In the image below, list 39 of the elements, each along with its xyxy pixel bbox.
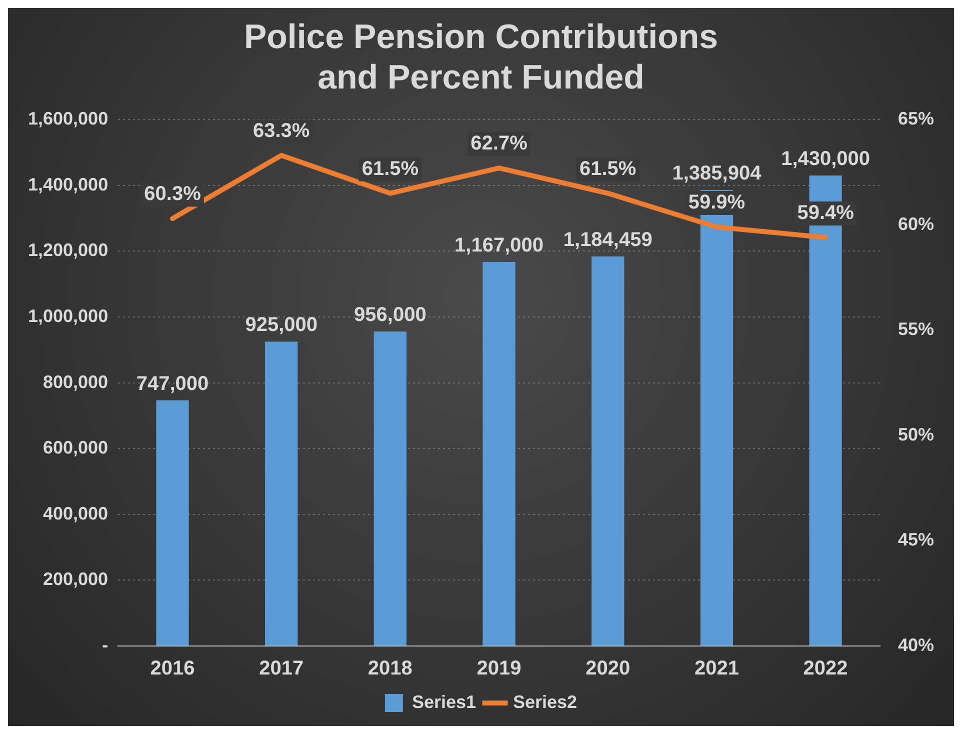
data-label: 1,167,000 xyxy=(454,234,544,257)
y2-tick-label: 60% xyxy=(898,214,934,234)
data-label: 747,000 xyxy=(136,372,209,395)
y-tick-label: 1,000,000 xyxy=(28,306,108,326)
y-tick-label: 800,000 xyxy=(43,372,108,392)
y2-tick-label: 65% xyxy=(898,108,934,129)
y2-tick-label: 40% xyxy=(898,634,934,655)
data-label: 1,385,904 xyxy=(672,162,762,185)
chart-title: Police Pension Contributions and Percent Funded xyxy=(244,18,718,97)
data-label: 1,184,459 xyxy=(563,228,652,251)
legend-label: Series1 xyxy=(412,692,476,712)
data-label: 59.4% xyxy=(797,202,854,224)
legend-label: Series2 xyxy=(513,692,578,712)
data-label: 925,000 xyxy=(245,314,318,336)
x-tick-label: 2022 xyxy=(803,658,848,680)
x-tick-label: 2017 xyxy=(259,658,304,680)
data-label: 1,430,000 xyxy=(781,148,870,170)
y-tick-label: 200,000 xyxy=(43,569,108,590)
data-label: 60.3% xyxy=(144,183,202,206)
data-label: 63.3% xyxy=(252,120,310,142)
y2-tick-label: 45% xyxy=(898,530,934,550)
data-label: 62.7% xyxy=(470,132,528,155)
data-label: 61.5% xyxy=(362,158,419,180)
y-tick-label: 400,000 xyxy=(43,503,108,524)
y2-tick-label: 50% xyxy=(898,424,934,444)
x-tick-label: 2019 xyxy=(476,658,522,680)
y-tick-label: - xyxy=(102,634,108,655)
data-label: 61.5% xyxy=(580,158,636,180)
y-tick-label: 1,600,000 xyxy=(28,108,108,129)
data-label: 956,000 xyxy=(354,304,426,326)
x-tick-label: 2018 xyxy=(368,658,412,680)
y2-tick-label: 55% xyxy=(898,319,934,340)
y-tick-label: 1,200,000 xyxy=(28,240,108,260)
data-label: 59.9% xyxy=(688,192,746,214)
y-tick-label: 600,000 xyxy=(43,438,108,458)
x-tick-label: 2020 xyxy=(586,658,630,680)
x-tick-label: 2021 xyxy=(694,658,739,680)
x-tick-label: 2016 xyxy=(150,658,195,680)
y-tick-label: 1,400,000 xyxy=(28,174,108,194)
